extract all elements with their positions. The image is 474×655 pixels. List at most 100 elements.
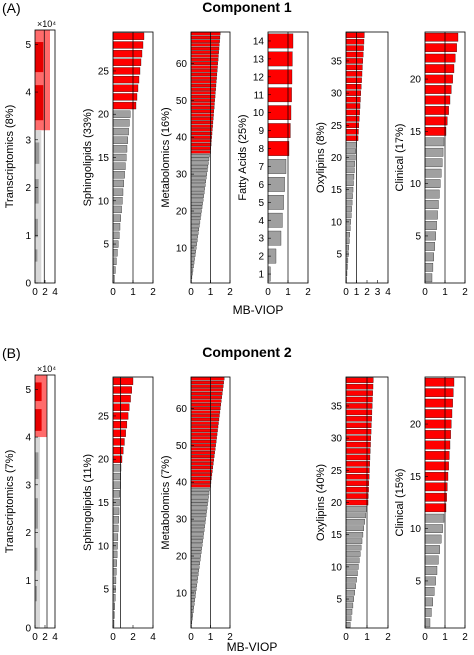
ytick-label: 3 bbox=[258, 234, 264, 245]
significant-bar bbox=[345, 409, 373, 416]
significant-bar bbox=[345, 51, 364, 58]
nonsignificant-bar bbox=[190, 510, 207, 514]
xtick-label: 4 bbox=[150, 632, 156, 643]
nonsignificant-bar bbox=[345, 544, 362, 551]
nonsignificant-bar bbox=[190, 179, 206, 184]
significant-bar bbox=[112, 438, 125, 446]
nonsignificant-bar bbox=[345, 602, 354, 609]
significant-bar bbox=[190, 135, 212, 139]
significant-bar bbox=[190, 72, 218, 77]
ytick-label: 60 bbox=[176, 59, 188, 70]
ytick-label: 14 bbox=[253, 36, 265, 47]
significant-bar bbox=[345, 45, 364, 51]
ytick-label: 60 bbox=[176, 404, 188, 415]
nonsignificant-bar bbox=[190, 253, 196, 257]
nonsignificant-bar bbox=[112, 576, 117, 585]
significant-bar bbox=[190, 128, 213, 132]
nonsignificant-bar bbox=[190, 205, 203, 209]
xtick-label: 2 bbox=[305, 287, 311, 298]
nonsignificant-bar bbox=[190, 257, 195, 261]
nonsignificant-bar bbox=[190, 550, 202, 554]
significant-bar bbox=[190, 43, 220, 47]
significant-bar bbox=[190, 410, 221, 414]
nonsignificant-bar bbox=[190, 227, 200, 232]
nonsignificant-bar bbox=[112, 507, 120, 515]
nonsignificant-bar bbox=[112, 568, 117, 576]
nonsignificant-bar bbox=[190, 190, 205, 195]
nonsignificant-bar bbox=[345, 238, 350, 244]
significant-bar bbox=[190, 432, 218, 436]
significant-bar bbox=[190, 473, 213, 477]
panel-a-xlabel: MB-VIOP bbox=[233, 303, 284, 317]
xtick-label: 1 bbox=[364, 632, 370, 643]
significant-bar bbox=[190, 447, 216, 451]
ytick-label: 5 bbox=[415, 231, 421, 242]
nonsignificant-bar bbox=[345, 180, 354, 186]
significant-bar bbox=[190, 425, 219, 429]
significant-bar bbox=[190, 469, 213, 473]
nonsignificant-bar bbox=[345, 551, 361, 557]
xtick-label: 0 bbox=[422, 632, 428, 643]
significant-band bbox=[35, 42, 44, 73]
nonsignificant-bar bbox=[112, 171, 125, 179]
nonsignificant-bar bbox=[190, 528, 205, 532]
nonsignificant-bar bbox=[424, 513, 445, 523]
ytick-label: 50 bbox=[176, 96, 188, 107]
nonsignificant-bar bbox=[190, 242, 197, 246]
significant-bar bbox=[190, 150, 211, 154]
significant-bar bbox=[112, 50, 143, 58]
nonsignificant-region-bg bbox=[35, 130, 42, 283]
significant-bar bbox=[345, 38, 365, 45]
nonsignificant-bar bbox=[112, 481, 121, 489]
significant-bar bbox=[190, 142, 212, 147]
xtick-label: 1 bbox=[354, 287, 360, 298]
ytick-label: 2 bbox=[258, 252, 264, 263]
significant-band bbox=[35, 382, 42, 402]
ytick-label: 5 bbox=[258, 198, 264, 209]
ytick-label: 15 bbox=[331, 185, 343, 196]
subplot-a-oxylipins: 5 10 15 20 25 30 35 0 1 2 3 4 Oxylipins (8%) bbox=[315, 31, 391, 298]
nonsignificant-bar bbox=[424, 168, 442, 178]
nonsignificant-bar bbox=[112, 533, 119, 541]
nonsignificant-bar bbox=[190, 535, 204, 540]
significant-bar bbox=[190, 451, 215, 455]
significant-bar bbox=[190, 380, 224, 385]
nonsignificant-bar bbox=[424, 273, 433, 283]
ytick-label: 25 bbox=[98, 66, 110, 77]
ytick-label: 20 bbox=[410, 75, 422, 86]
ytick-label: 25 bbox=[331, 466, 343, 477]
nonsignificant-bar bbox=[345, 519, 365, 525]
xtick-label: 3 bbox=[375, 287, 381, 298]
ylabel-sphingolipids: Sphingolipids (33%) bbox=[82, 109, 94, 207]
significant-bar bbox=[345, 480, 370, 486]
nonsignificant-bar bbox=[345, 174, 355, 180]
nonsignificant-bar bbox=[190, 602, 195, 606]
nonsignificant-band bbox=[35, 452, 39, 480]
nonsignificant-bar bbox=[424, 607, 432, 617]
significant-bar bbox=[190, 428, 218, 433]
nonsignificant-bar bbox=[112, 516, 119, 524]
significant-bar bbox=[190, 76, 217, 80]
significant-bar bbox=[424, 398, 453, 408]
ytick-label: 5 bbox=[25, 40, 31, 51]
ytick-label: 8 bbox=[258, 144, 264, 155]
nonsignificant-bar bbox=[112, 136, 128, 144]
xtick-label: 1 bbox=[208, 632, 214, 643]
significant-bar bbox=[112, 446, 124, 455]
nonsignificant-bar bbox=[345, 167, 355, 174]
ytick-label: 10 bbox=[410, 179, 422, 190]
nonsignificant-bar bbox=[112, 559, 117, 567]
ytick-label: 35 bbox=[331, 401, 343, 412]
nonsignificant-bar bbox=[345, 557, 360, 564]
significant-bar bbox=[112, 429, 126, 437]
xtick-label: 1 bbox=[442, 632, 448, 643]
nonsignificant-bar bbox=[190, 231, 199, 235]
significant-bar bbox=[345, 377, 374, 383]
ytick-label: 10 bbox=[98, 196, 110, 207]
significant-band bbox=[35, 409, 42, 431]
significant-bar bbox=[190, 46, 220, 51]
nonsignificant-band bbox=[35, 547, 38, 571]
